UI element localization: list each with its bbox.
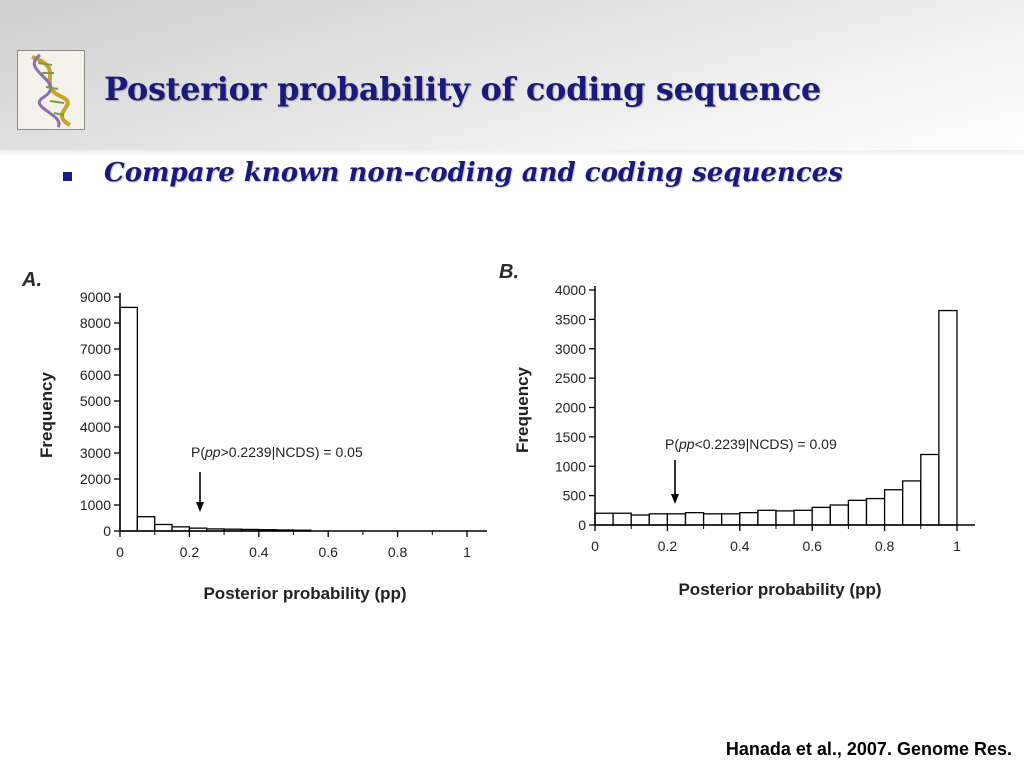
dna-helix-icon bbox=[17, 50, 85, 130]
slide-title: Posterior probability of coding sequence bbox=[104, 70, 821, 108]
dna-helix-graphic bbox=[31, 53, 72, 128]
y-tick-label: 7000 bbox=[80, 341, 111, 357]
histogram-bar bbox=[739, 512, 759, 526]
histogram-bar bbox=[612, 512, 632, 526]
y-tick-label: 0 bbox=[578, 517, 586, 533]
y-tick-label: 3000 bbox=[555, 341, 586, 357]
histogram-panel-a: A. 0 1000 2000 3000 4000 5000 6000 7000 8000 9000 0… bbox=[0, 250, 500, 620]
header-band bbox=[0, 0, 1024, 156]
histogram-bar bbox=[902, 480, 922, 526]
annotation-text: P(pp>0.2239|NCDS) = 0.05 bbox=[191, 444, 363, 460]
x-tick-label: 0 bbox=[591, 538, 599, 554]
x-tick-label: 0.2 bbox=[180, 544, 200, 560]
annotation-arrowhead bbox=[671, 494, 679, 504]
histogram-bar bbox=[666, 513, 687, 526]
y-tick-label: 2500 bbox=[555, 370, 586, 386]
bullet-square bbox=[63, 172, 72, 181]
citation: Hanada et al., 2007. Genome Res. bbox=[725, 739, 1012, 759]
y-tick-label: 2000 bbox=[80, 471, 111, 487]
y-tick-label: 500 bbox=[563, 488, 587, 504]
histogram-panel-b: B. 0 500 1000 1500 2000 2500 3000 3500 4000 0 0.2 0.… bbox=[495, 250, 995, 620]
bullet-text: Compare known non-coding and coding sequ… bbox=[104, 158, 843, 188]
y-axis-label: Frequency bbox=[37, 371, 56, 458]
x-tick-label: 1 bbox=[463, 544, 471, 560]
histogram-bar bbox=[793, 509, 813, 526]
y-tick-label: 1500 bbox=[555, 429, 586, 445]
histogram-b-svg: B. 0 500 1000 1500 2000 2500 3000 3500 4000 0 0.2 0.… bbox=[499, 261, 975, 599]
histogram-bar bbox=[811, 506, 831, 526]
histogram-bar bbox=[829, 504, 850, 526]
histogram-a-svg: A. 0 1000 2000 3000 4000 5000 6000 7000 8000 9000 0… bbox=[21, 269, 487, 603]
y-tick-label: 3500 bbox=[555, 311, 586, 327]
annotation-text: P(pp<0.2239|NCDS) = 0.09 bbox=[665, 436, 837, 452]
histogram-bar bbox=[702, 513, 723, 526]
histogram-bar bbox=[920, 453, 940, 526]
x-tick-label: 1 bbox=[953, 538, 961, 554]
histogram-bar bbox=[865, 497, 886, 526]
annotation-arrowhead bbox=[196, 502, 204, 512]
x-tick-label: 0.8 bbox=[388, 544, 408, 560]
x-tick-label: 0.4 bbox=[249, 544, 269, 560]
histogram-bar bbox=[136, 516, 156, 532]
y-tick-label: 8000 bbox=[80, 315, 111, 331]
histogram-bar bbox=[119, 306, 139, 532]
histogram-bar bbox=[154, 523, 173, 532]
y-axis-label: Frequency bbox=[513, 366, 532, 453]
panel-label: A. bbox=[21, 269, 42, 291]
y-tick-label: 3000 bbox=[80, 445, 111, 461]
y-tick-label: 6000 bbox=[80, 367, 111, 383]
histogram-bar bbox=[883, 489, 904, 526]
y-tick-label: 1000 bbox=[555, 458, 586, 474]
y-tick-label: 1000 bbox=[80, 497, 111, 513]
histogram-bar bbox=[684, 512, 705, 526]
y-tick-label: 4000 bbox=[555, 282, 586, 298]
x-axis-label: Posterior probability (pp) bbox=[678, 580, 881, 599]
histogram-bar bbox=[757, 509, 777, 526]
x-tick-label: 0.4 bbox=[730, 538, 750, 554]
y-tick-label: 0 bbox=[103, 523, 111, 539]
y-tick-label: 9000 bbox=[80, 289, 111, 305]
y-tick-label: 2000 bbox=[555, 400, 586, 416]
x-tick-label: 0.2 bbox=[658, 538, 678, 554]
y-tick-label: 5000 bbox=[80, 393, 111, 409]
histogram-bar bbox=[775, 510, 795, 526]
x-tick-label: 0 bbox=[116, 544, 124, 560]
histogram-bar bbox=[630, 514, 650, 526]
histogram-bar bbox=[648, 513, 669, 526]
x-axis-label: Posterior probability (pp) bbox=[203, 584, 406, 603]
y-tick-label: 4000 bbox=[80, 419, 111, 435]
histogram-bar bbox=[721, 513, 741, 526]
x-tick-label: 0.6 bbox=[802, 538, 822, 554]
histogram-bar bbox=[594, 512, 614, 526]
histogram-bar bbox=[938, 309, 958, 526]
histogram-bar bbox=[847, 499, 868, 526]
x-tick-label: 0.8 bbox=[875, 538, 895, 554]
x-tick-label: 0.6 bbox=[318, 544, 338, 560]
panel-label: B. bbox=[499, 261, 519, 283]
